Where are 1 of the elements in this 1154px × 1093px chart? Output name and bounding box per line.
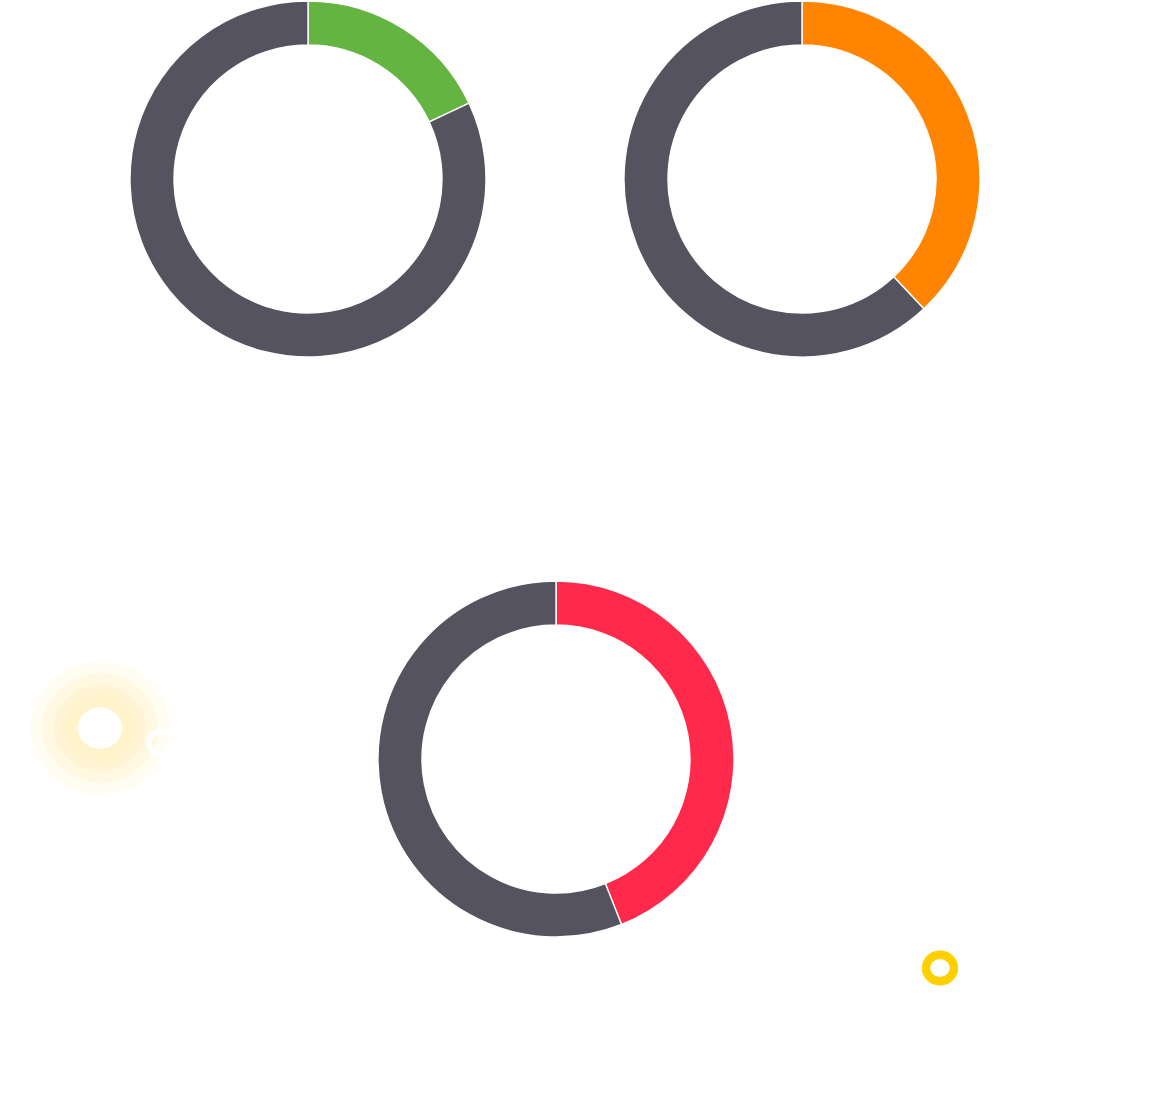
donut-slice — [129, 0, 487, 358]
